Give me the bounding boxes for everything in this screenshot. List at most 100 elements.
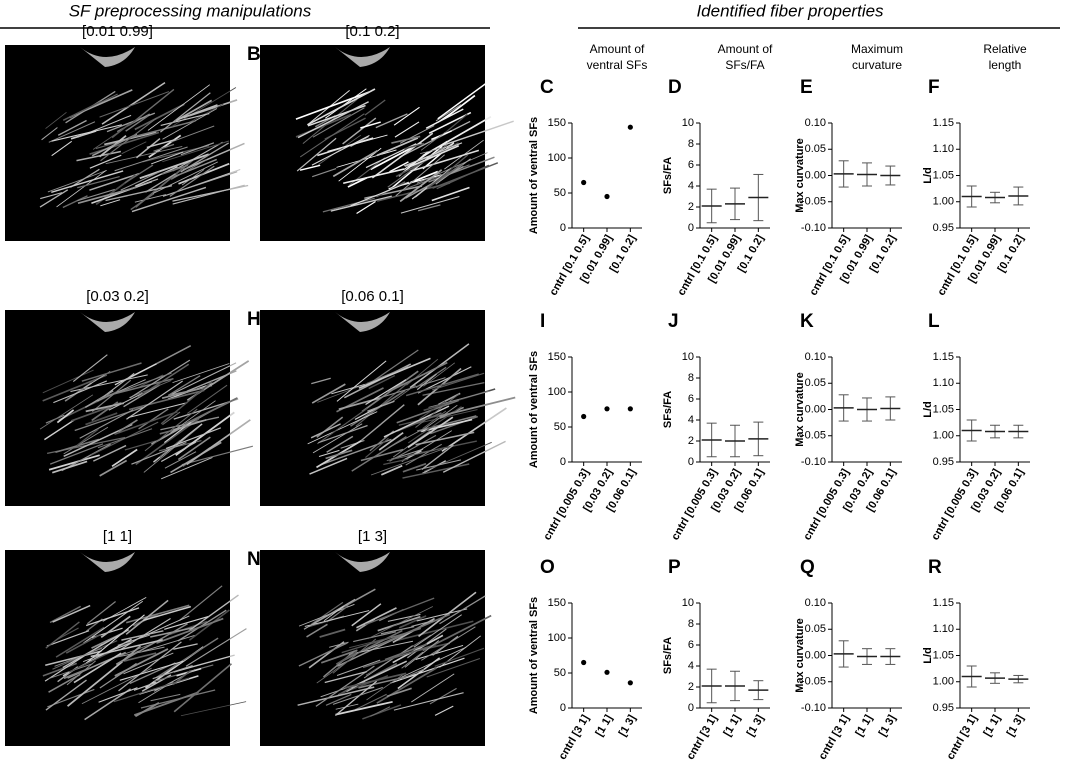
y-tick-label: 150 bbox=[548, 351, 566, 363]
fiber bbox=[51, 140, 72, 157]
column-header: Amount of bbox=[718, 42, 773, 56]
y-tick-label: 150 bbox=[548, 117, 566, 129]
fiber bbox=[131, 186, 207, 213]
fiber bbox=[85, 402, 125, 413]
fiber bbox=[152, 161, 219, 194]
fiber bbox=[425, 142, 454, 160]
fiber bbox=[121, 141, 147, 155]
fiber bbox=[45, 650, 102, 666]
fiber bbox=[111, 448, 138, 468]
fiber bbox=[359, 404, 405, 442]
y-tick-label: -0.05 bbox=[801, 196, 826, 208]
fiber bbox=[67, 660, 123, 707]
fiber bbox=[336, 360, 387, 402]
fiber bbox=[312, 423, 363, 454]
fiber bbox=[167, 375, 201, 397]
fiber bbox=[311, 134, 370, 166]
fiber bbox=[419, 400, 446, 420]
fiber bbox=[133, 681, 157, 691]
fiber bbox=[378, 432, 404, 451]
fiber bbox=[62, 629, 130, 669]
panel-letter: K bbox=[800, 311, 814, 332]
fiber bbox=[160, 441, 197, 462]
fiber bbox=[426, 658, 481, 678]
fiber bbox=[120, 171, 160, 191]
fiber bbox=[153, 143, 175, 152]
fiber bbox=[63, 667, 91, 680]
fiber bbox=[332, 638, 377, 674]
panel-letter: L bbox=[928, 311, 940, 332]
fiber bbox=[162, 411, 181, 426]
y-tick-label: -0.05 bbox=[801, 676, 826, 688]
panel-letter: D bbox=[668, 77, 682, 98]
y-tick-label: 1.00 bbox=[933, 196, 954, 208]
fiber bbox=[54, 648, 103, 667]
panel-letter: B bbox=[247, 44, 261, 65]
y-tick-label: 4 bbox=[688, 414, 694, 426]
fiber bbox=[311, 383, 346, 404]
fiber bbox=[185, 628, 247, 667]
fiber bbox=[438, 392, 461, 406]
fiber bbox=[399, 120, 471, 158]
fiber bbox=[72, 354, 108, 383]
y-tick-label: 0.05 bbox=[805, 623, 826, 635]
fiber bbox=[172, 141, 223, 172]
fiber bbox=[327, 134, 388, 152]
fiber bbox=[170, 159, 208, 180]
fiber bbox=[52, 460, 88, 474]
fiber bbox=[312, 107, 365, 138]
micrograph bbox=[260, 45, 514, 241]
y-tick-label: 0.95 bbox=[933, 222, 954, 234]
y-tick-label: 0 bbox=[688, 702, 694, 714]
fiber bbox=[127, 402, 188, 419]
fiber bbox=[377, 613, 451, 647]
fiber bbox=[355, 693, 387, 711]
fiber bbox=[77, 188, 115, 202]
fiber bbox=[441, 113, 468, 136]
fiber bbox=[156, 617, 224, 644]
dot bbox=[627, 406, 633, 412]
fiber bbox=[48, 673, 81, 693]
y-tick-label: 100 bbox=[548, 386, 566, 398]
fiber bbox=[169, 165, 215, 197]
fiber bbox=[428, 111, 472, 134]
fiber bbox=[311, 168, 337, 178]
fiber bbox=[184, 397, 238, 425]
fiber bbox=[367, 400, 395, 412]
left-heading: SF preprocessing manipulations bbox=[69, 1, 312, 20]
fiber bbox=[371, 132, 434, 179]
y-axis-label: Amount of ventral SFs bbox=[528, 597, 540, 714]
fiber bbox=[134, 166, 178, 187]
y-tick-label: 10 bbox=[682, 597, 694, 609]
fiber bbox=[142, 635, 195, 652]
fiber bbox=[392, 384, 417, 402]
fiber bbox=[389, 434, 437, 462]
fiber bbox=[129, 359, 191, 399]
fiber bbox=[51, 124, 122, 142]
panel-letter: J bbox=[668, 311, 679, 332]
fiber bbox=[351, 660, 408, 688]
fiber bbox=[416, 608, 468, 622]
fiber bbox=[52, 604, 91, 623]
fiber bbox=[45, 679, 87, 711]
fiber bbox=[182, 142, 245, 171]
y-tick-label: 6 bbox=[688, 159, 694, 171]
fiber bbox=[347, 177, 367, 188]
y-tick-label: 6 bbox=[688, 393, 694, 405]
fiber bbox=[124, 440, 157, 451]
fiber bbox=[150, 151, 184, 165]
y-tick-label: 1.05 bbox=[933, 169, 954, 181]
dot bbox=[627, 124, 633, 130]
fiber bbox=[402, 462, 427, 473]
y-tick-label: 100 bbox=[548, 152, 566, 164]
fiber bbox=[155, 637, 219, 679]
y-tick-label: 0.95 bbox=[933, 702, 954, 714]
y-tick-label: 0.10 bbox=[805, 117, 826, 129]
fiber bbox=[362, 704, 402, 720]
fiber bbox=[420, 131, 446, 151]
fiber bbox=[335, 651, 358, 665]
fiber bbox=[318, 449, 340, 457]
fiber bbox=[100, 199, 121, 207]
fiber bbox=[310, 423, 341, 439]
y-tick-label: 8 bbox=[688, 138, 694, 150]
